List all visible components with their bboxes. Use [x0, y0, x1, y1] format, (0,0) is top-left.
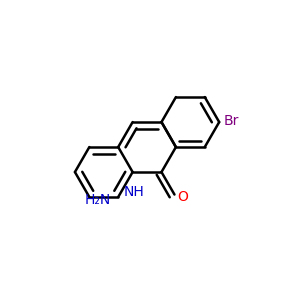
Text: O: O [177, 190, 188, 205]
Text: H₂N: H₂N [85, 193, 111, 207]
Text: Br: Br [224, 114, 239, 128]
Text: NH: NH [124, 185, 145, 199]
